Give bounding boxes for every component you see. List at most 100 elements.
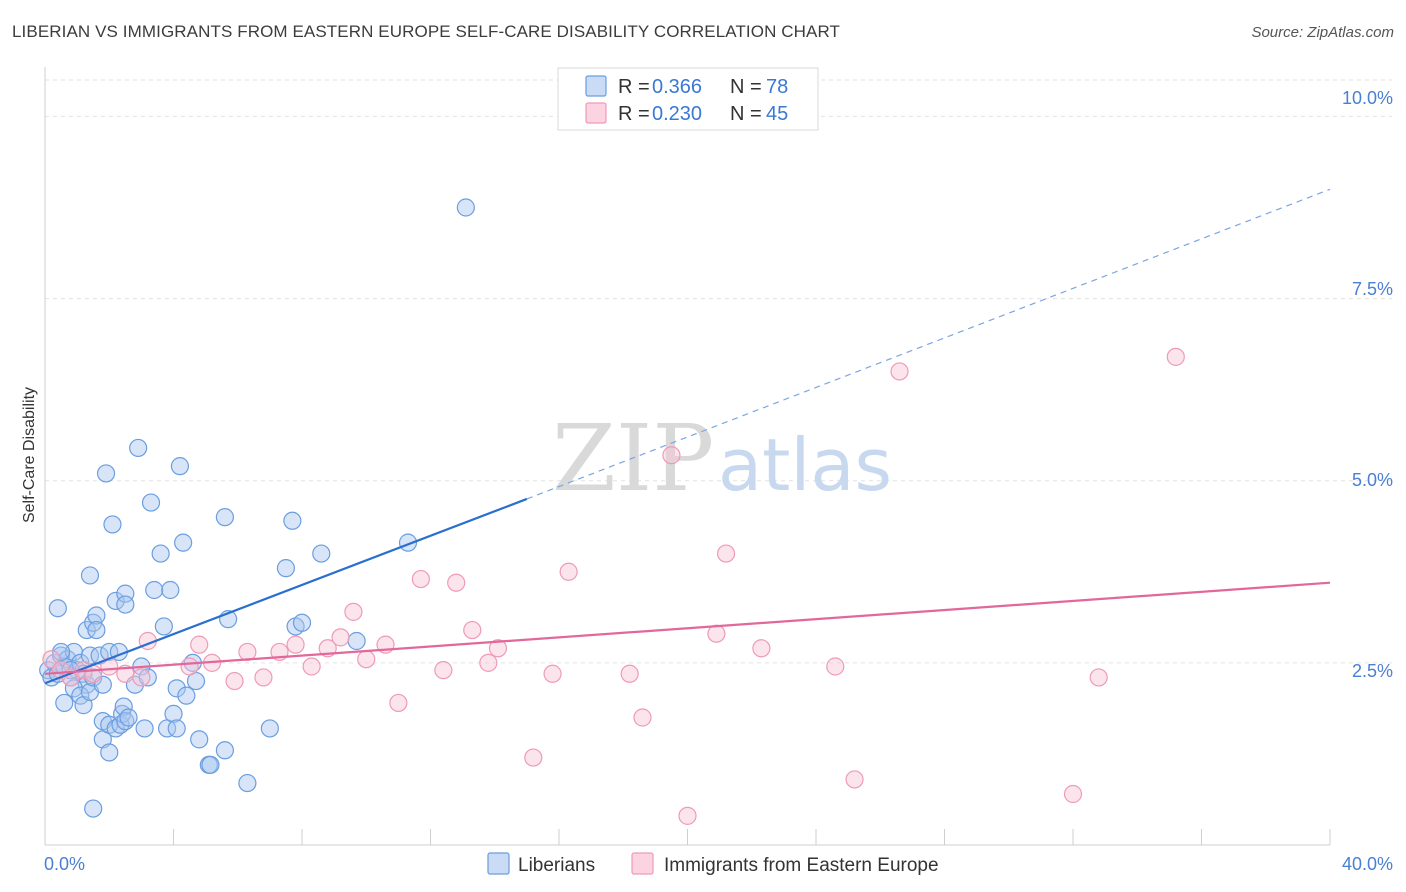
data-point — [135, 719, 154, 738]
legend-r-value: 0.366 — [652, 76, 702, 98]
data-point — [238, 773, 257, 793]
trend-line-eastern-europe — [44, 581, 1331, 675]
data-point — [411, 569, 430, 589]
y-tick-label: 10.0% — [1342, 88, 1393, 108]
legend-n-label: N = — [730, 76, 762, 98]
data-point — [96, 464, 116, 483]
data-point — [48, 599, 67, 618]
data-point — [154, 617, 173, 636]
data-point — [145, 580, 164, 600]
data-point — [543, 664, 562, 683]
data-point — [55, 693, 74, 713]
data-point — [103, 515, 122, 534]
data-point — [845, 770, 864, 789]
legend-n-label: N = — [730, 103, 762, 125]
data-point — [752, 639, 771, 658]
data-point — [620, 664, 639, 683]
legend-r-label: R = — [618, 103, 650, 125]
data-point — [138, 668, 157, 687]
data-point — [167, 679, 186, 698]
data-point — [100, 743, 119, 762]
data-point — [357, 650, 376, 669]
data-point — [129, 438, 148, 458]
data-point — [292, 613, 312, 632]
data-point — [106, 591, 125, 611]
data-point — [151, 544, 170, 563]
data-point — [707, 624, 726, 643]
data-point — [190, 635, 209, 654]
bottom-legend-label: Liberians — [518, 855, 595, 876]
data-point — [161, 580, 180, 600]
legend-r-value: 0.230 — [652, 103, 702, 125]
bottom-legend: Liberians Immigrants from Eastern Europe — [487, 852, 939, 876]
data-point — [447, 573, 466, 592]
y-tick-label: 7.5% — [1352, 279, 1393, 299]
data-point — [479, 653, 498, 672]
data-point — [51, 642, 71, 662]
top-legend: R = 0.366 N = 78 R = 0.230 N = 45 — [557, 67, 819, 131]
data-point — [84, 799, 103, 818]
data-point — [215, 741, 234, 760]
data-point — [215, 508, 234, 527]
trend-line-liberians — [44, 497, 528, 685]
data-point — [463, 620, 482, 640]
data-point — [1166, 347, 1185, 366]
data-point — [164, 704, 183, 723]
data-point — [347, 631, 366, 651]
data-point — [302, 657, 321, 676]
data-point — [716, 544, 736, 563]
data-point — [434, 661, 453, 680]
bottom-legend-label: Immigrants from Eastern Europe — [664, 855, 939, 876]
data-point — [141, 493, 161, 512]
x-tick-label: 40.0% — [1342, 854, 1393, 874]
data-point — [1063, 784, 1083, 804]
y-axis-title: Self-Care Disability — [21, 387, 38, 523]
data-point — [524, 748, 543, 767]
data-point — [286, 635, 305, 654]
data-point — [826, 657, 845, 676]
data-point — [77, 620, 96, 640]
y-tick-label: 2.5% — [1352, 661, 1393, 681]
chart-title: LIBERIAN VS IMMIGRANTS FROM EASTERN EURO… — [12, 22, 841, 41]
y-tick-label: 5.0% — [1352, 470, 1393, 490]
data-point — [180, 657, 199, 676]
data-point — [559, 562, 578, 581]
data-point — [87, 620, 106, 640]
data-point — [132, 668, 151, 687]
data-point — [678, 806, 697, 825]
data-point — [177, 686, 196, 705]
data-point — [190, 730, 209, 749]
data-point — [283, 511, 302, 530]
data-point — [201, 755, 220, 774]
data-point — [116, 595, 135, 614]
data-point — [119, 708, 138, 727]
data-point — [174, 533, 193, 552]
data-point — [276, 559, 296, 578]
data-point — [890, 362, 909, 381]
data-point — [1089, 668, 1108, 687]
data-point — [389, 693, 408, 713]
data-point — [633, 708, 652, 727]
data-point — [170, 457, 190, 476]
data-point — [167, 719, 186, 738]
watermark-atlas: atlas — [718, 423, 892, 507]
data-point — [312, 544, 331, 563]
data-point — [87, 606, 106, 625]
source-label: Source: ZipAtlas.com — [1251, 24, 1394, 41]
data-point — [71, 686, 90, 705]
legend-r-label: R = — [618, 76, 650, 98]
legend-n-value: 78 — [766, 76, 788, 98]
data-point — [662, 446, 681, 465]
x-tick-label: 0.0% — [44, 854, 85, 874]
trend-line-liberians-extension — [526, 188, 1331, 500]
bottom-legend-swatch-blue — [487, 852, 510, 875]
data-point — [114, 697, 133, 716]
data-point — [260, 719, 279, 738]
data-point — [456, 198, 475, 217]
data-point — [488, 639, 508, 658]
data-point — [238, 642, 257, 662]
data-point — [331, 628, 350, 647]
legend-n-value: 45 — [766, 103, 788, 125]
bottom-legend-swatch-pink — [631, 852, 654, 875]
